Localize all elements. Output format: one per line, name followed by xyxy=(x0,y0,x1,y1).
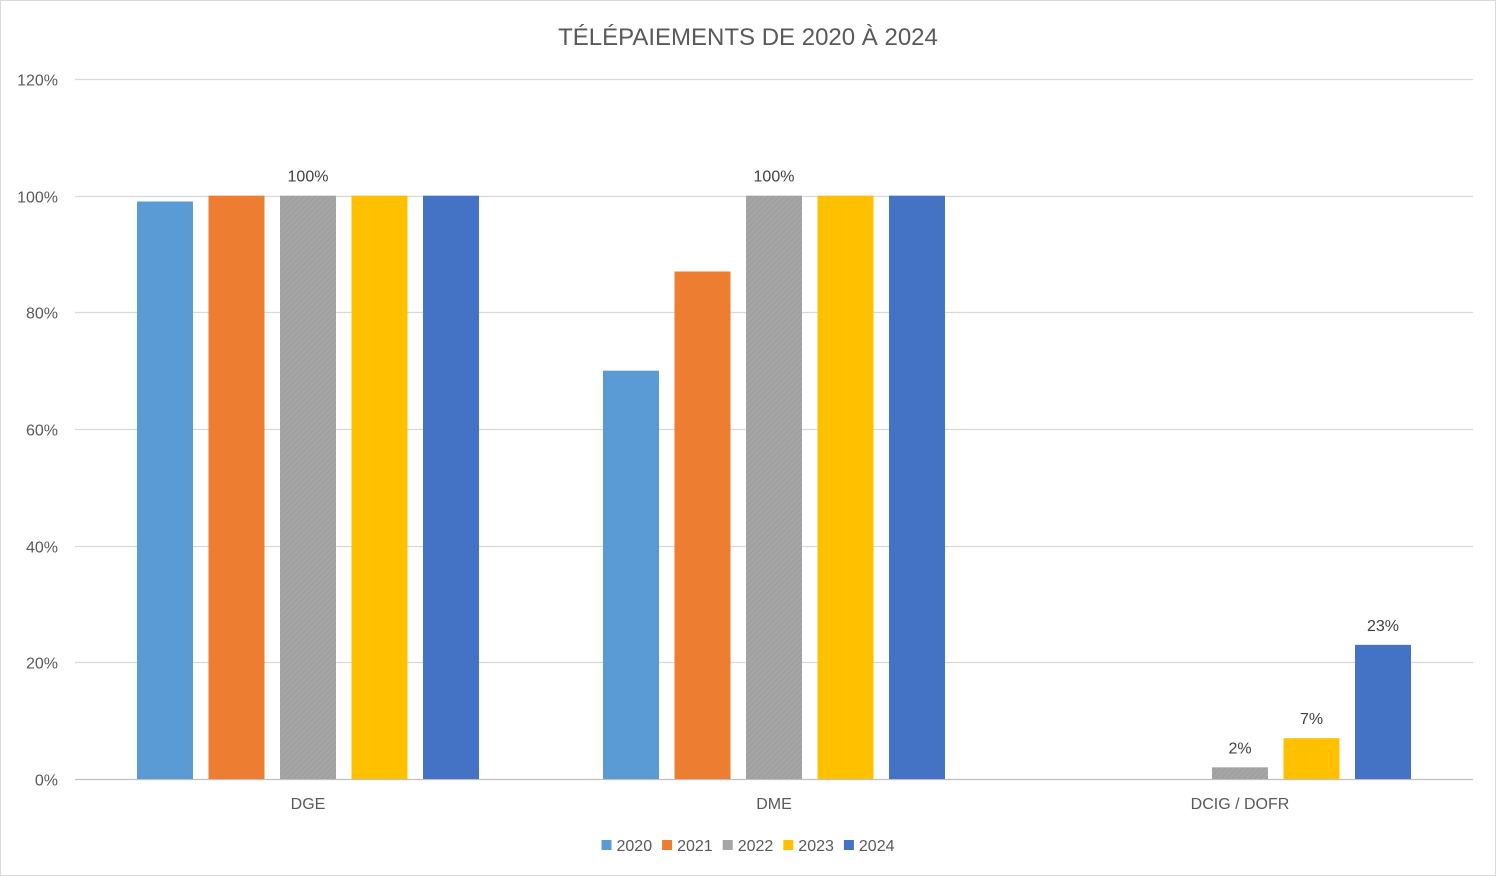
data-labels: 100% 100% 2% 7% 23% xyxy=(288,169,1399,758)
legend-swatch-2022 xyxy=(722,840,733,850)
bar-2021-dge xyxy=(208,195,265,779)
bar-2024-dge xyxy=(423,195,479,779)
bar-2022-dcig-dofr xyxy=(1212,767,1268,779)
legend-swatch-2021 xyxy=(662,840,673,850)
legend-label-2022: 2022 xyxy=(738,838,774,855)
bar-2023-dcig-dofr xyxy=(1283,738,1340,779)
data-label: 100% xyxy=(754,169,795,186)
bar-2024-dme xyxy=(889,195,945,779)
bar-2020-dme xyxy=(603,370,659,779)
y-tick-label: 20% xyxy=(26,656,58,673)
legend-swatch-2020 xyxy=(601,840,612,850)
y-tick-label: 100% xyxy=(17,190,58,207)
y-tick-label: 60% xyxy=(26,423,58,440)
legend-swatch-2023 xyxy=(783,840,794,850)
bar-2022-dme xyxy=(746,195,802,779)
legend-label-2023: 2023 xyxy=(798,838,834,855)
bar-2023-dme xyxy=(817,195,874,779)
y-axis: 0% 20% 40% 60% 80% 100% 120% xyxy=(17,73,58,790)
chart-title: TÉLÉPAIEMENTS DE 2020 À 2024 xyxy=(558,24,938,51)
y-tick-label: 0% xyxy=(35,773,58,790)
bar-2022-dge xyxy=(280,195,336,779)
legend-label-2021: 2021 xyxy=(677,838,713,855)
x-axis: DGE DME DCIG / DOFR xyxy=(291,796,1290,813)
data-label: 2% xyxy=(1228,740,1251,757)
data-label: 23% xyxy=(1367,618,1399,635)
data-label: 100% xyxy=(288,169,329,186)
legend-label-2020: 2020 xyxy=(617,838,653,855)
y-tick-label: 80% xyxy=(26,306,58,323)
y-tick-label: 40% xyxy=(26,540,58,557)
x-category-label: DME xyxy=(756,796,792,813)
legend: 2020 2021 2022 2023 2024 xyxy=(601,838,895,855)
y-tick-label: 120% xyxy=(17,73,58,90)
legend-label-2024: 2024 xyxy=(859,838,895,855)
bar-2024-dcig-dofr xyxy=(1355,644,1411,779)
bar-2020-dge xyxy=(137,201,193,779)
legend-swatch-2024 xyxy=(843,840,854,850)
bar-2023-dge xyxy=(351,195,408,779)
x-category-label: DGE xyxy=(291,796,326,813)
x-category-label: DCIG / DOFR xyxy=(1191,796,1290,813)
bars xyxy=(137,195,1411,779)
bar-2021-dme xyxy=(674,271,731,779)
data-label: 7% xyxy=(1300,711,1323,728)
